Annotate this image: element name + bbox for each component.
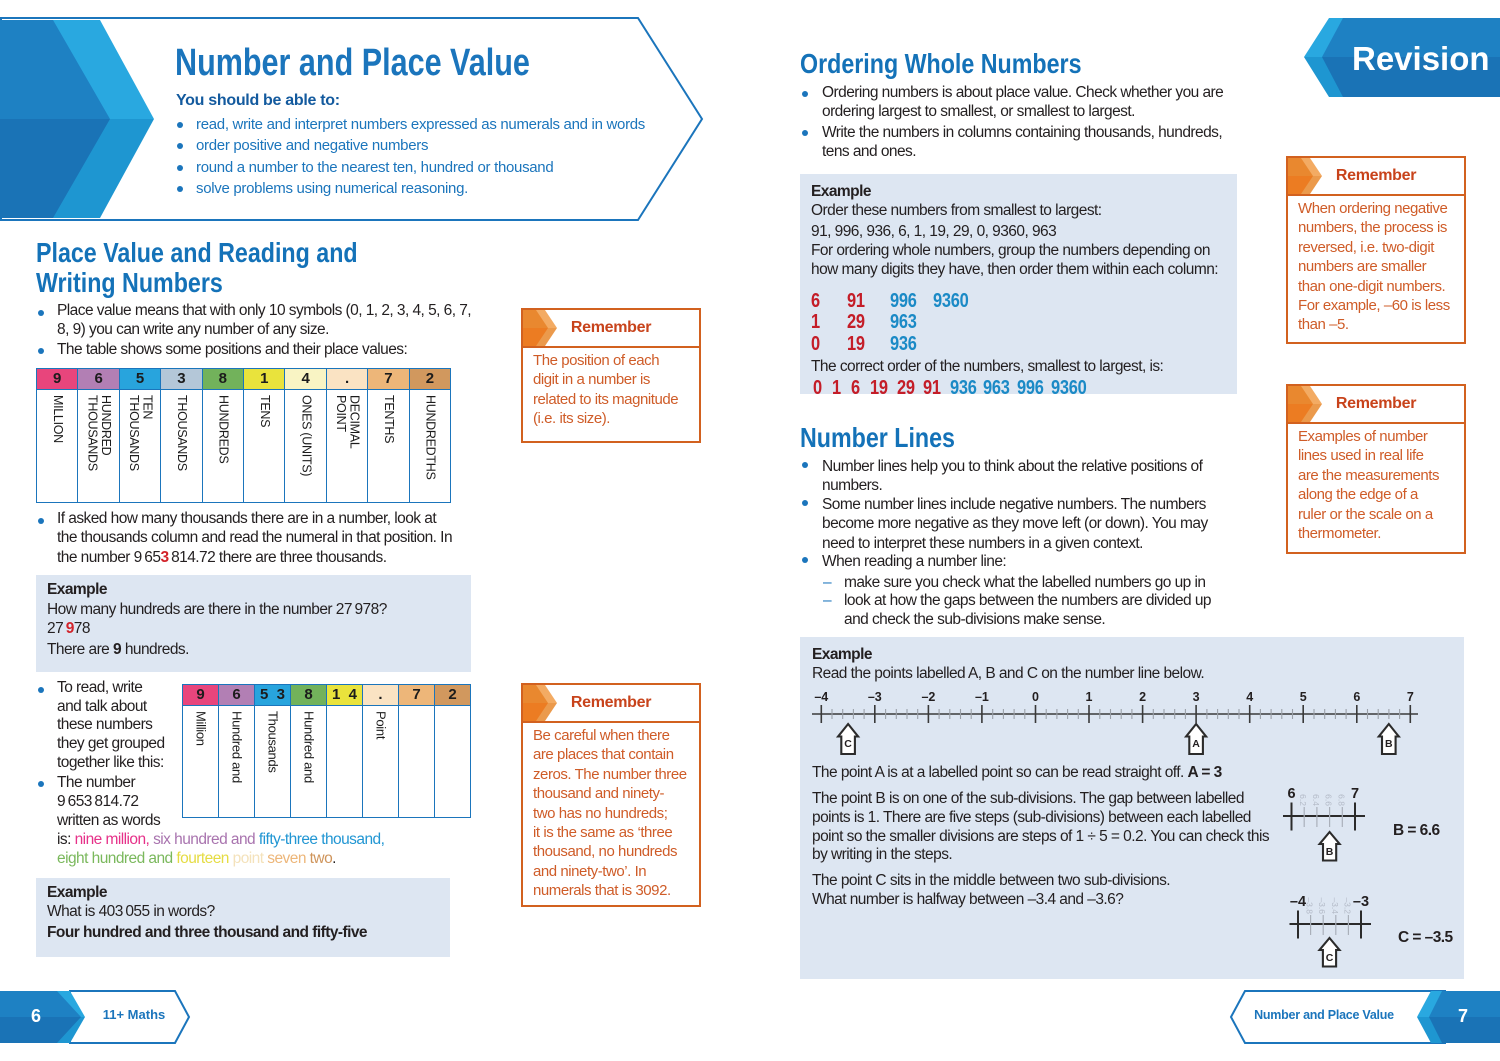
svg-text:7: 7 — [1407, 690, 1414, 704]
svg-text:6.8: 6.8 — [1336, 794, 1346, 806]
svg-text:–2: –2 — [921, 690, 935, 704]
svg-text:0: 0 — [1032, 690, 1039, 704]
svg-text:6.2: 6.2 — [1298, 794, 1308, 806]
svg-text:B: B — [1326, 846, 1334, 858]
svg-text:–3.4: –3.4 — [1330, 897, 1340, 914]
svg-text:–4: –4 — [1290, 894, 1306, 910]
svg-text:–3.8: –3.8 — [1305, 897, 1315, 914]
svg-text:C: C — [844, 738, 852, 750]
svg-text:1: 1 — [1086, 690, 1093, 704]
svg-text:C: C — [1326, 952, 1334, 964]
svg-text:5: 5 — [1300, 690, 1307, 704]
svg-text:6: 6 — [1287, 786, 1295, 802]
svg-text:–1: –1 — [975, 690, 989, 704]
svg-text:7: 7 — [1351, 786, 1359, 802]
svg-text:–3: –3 — [868, 690, 882, 704]
svg-text:3: 3 — [1193, 690, 1200, 704]
svg-text:6: 6 — [1353, 690, 1360, 704]
svg-text:4: 4 — [1246, 690, 1253, 704]
svg-text:A: A — [1192, 738, 1200, 750]
svg-text:6.6: 6.6 — [1324, 794, 1334, 806]
svg-text:2: 2 — [1139, 690, 1146, 704]
svg-text:–3: –3 — [1353, 894, 1369, 910]
svg-text:B: B — [1385, 738, 1393, 750]
svg-text:–3.6: –3.6 — [1317, 897, 1327, 914]
svg-text:–3.2: –3.2 — [1342, 897, 1352, 914]
svg-text:6.4: 6.4 — [1311, 794, 1321, 806]
svg-text:–4: –4 — [814, 690, 828, 704]
